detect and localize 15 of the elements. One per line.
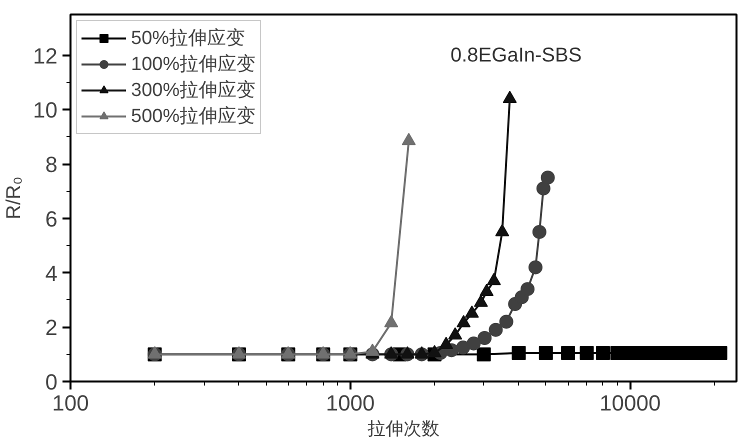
y-tick-label: 4 xyxy=(45,260,58,286)
x-tick-label: 10000 xyxy=(600,390,661,416)
x-axis-title: 拉伸次数 xyxy=(368,418,440,438)
legend-label: 500%拉伸应变 xyxy=(131,105,256,129)
legend-label: 100%拉伸应变 xyxy=(131,53,256,77)
legend-label: 50%拉伸应变 xyxy=(131,27,246,51)
y-tick-label: 10 xyxy=(33,98,58,123)
y-tick-label: 2 xyxy=(45,315,58,340)
annotation: 0.8EGaIn-SBS xyxy=(450,44,582,66)
y-tick-label: 8 xyxy=(45,152,58,178)
y-tick-label: 12 xyxy=(33,43,58,68)
x-tick-label: 1000 xyxy=(326,390,375,416)
legend-label: 300%拉伸应变 xyxy=(131,79,256,103)
y-axis-title: R/R₀ xyxy=(3,176,26,220)
y-tick-label: 6 xyxy=(45,206,58,232)
